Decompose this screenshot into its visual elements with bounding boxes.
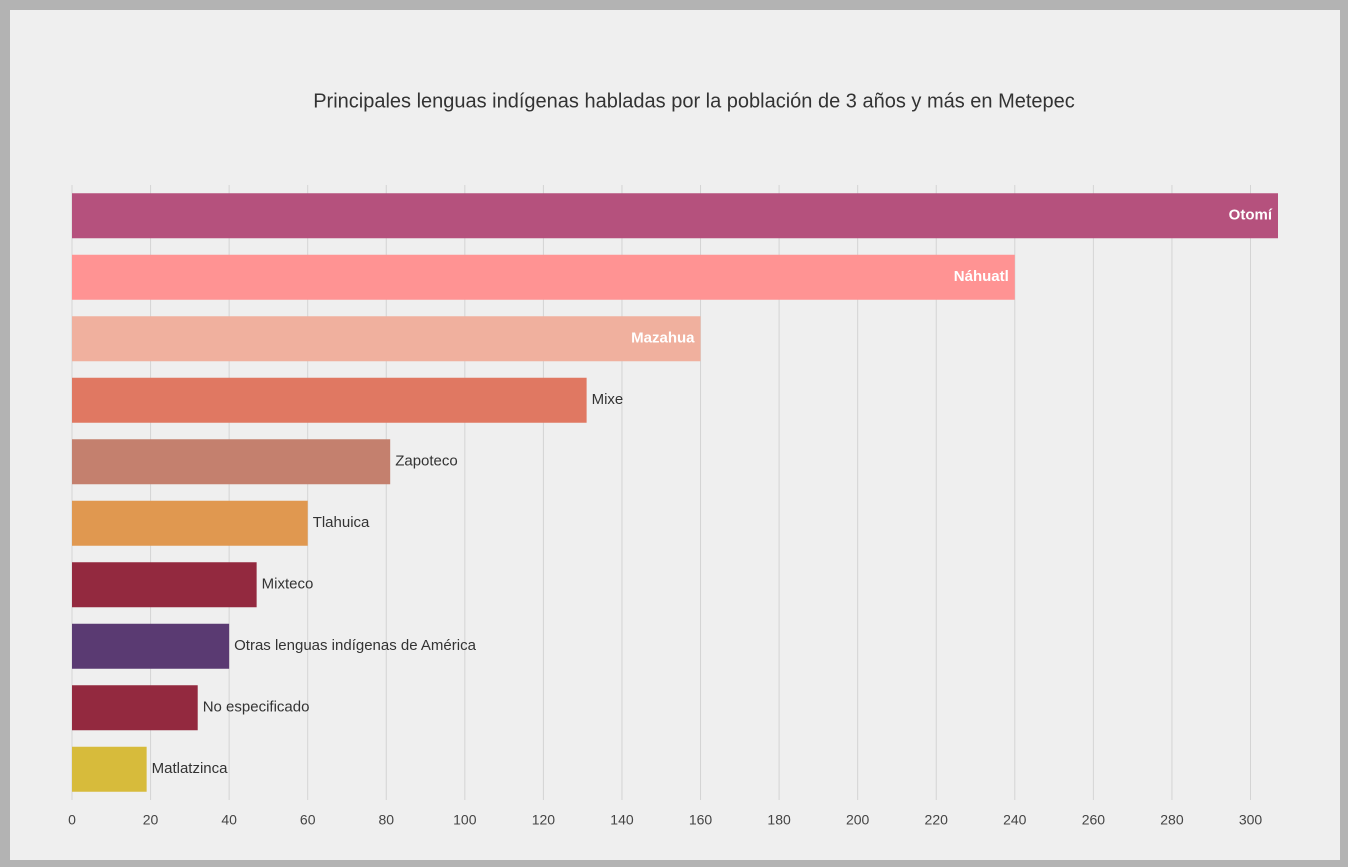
x-tick-label: 120 [532,812,556,828]
bar-label: Zapoteco [395,453,458,470]
bar-label: Otras lenguas indígenas de América [234,637,476,654]
chart-background [10,10,1340,860]
bar-label: No especificado [203,699,310,716]
x-tick-label: 100 [453,812,477,828]
bar [72,316,701,362]
bar-label: Matlatzinca [152,760,229,777]
chart-title: Principales lenguas indígenas habladas p… [313,90,1075,112]
bar [72,193,1278,239]
x-tick-label: 0 [68,812,76,828]
x-tick-label: 60 [300,812,316,828]
x-tick-label: 300 [1239,812,1263,828]
x-tick-label: 200 [846,812,870,828]
bar [72,500,308,546]
x-tick-label: 20 [143,812,159,828]
x-tick-label: 40 [221,812,237,828]
bar [72,623,230,669]
x-tick-label: 80 [378,812,394,828]
bar-label: Otomí [1229,207,1273,224]
x-tick-label: 140 [610,812,634,828]
bar [72,685,198,731]
bar-label: Mixteco [262,576,314,593]
bar [72,254,1015,300]
x-tick-label: 180 [767,812,791,828]
bar-label: Mazahua [631,330,695,347]
x-tick-label: 160 [689,812,713,828]
x-tick-label: 280 [1160,812,1184,828]
bar-label: Mixe [592,391,624,408]
bar [72,439,391,485]
bar [72,746,147,792]
bar [72,562,257,608]
x-tick-label: 240 [1003,812,1027,828]
bar [72,377,587,423]
x-tick-label: 220 [925,812,949,828]
x-tick-label: 260 [1082,812,1106,828]
bar-label: Tlahuica [313,514,370,531]
bar-label: Náhuatl [954,268,1009,285]
